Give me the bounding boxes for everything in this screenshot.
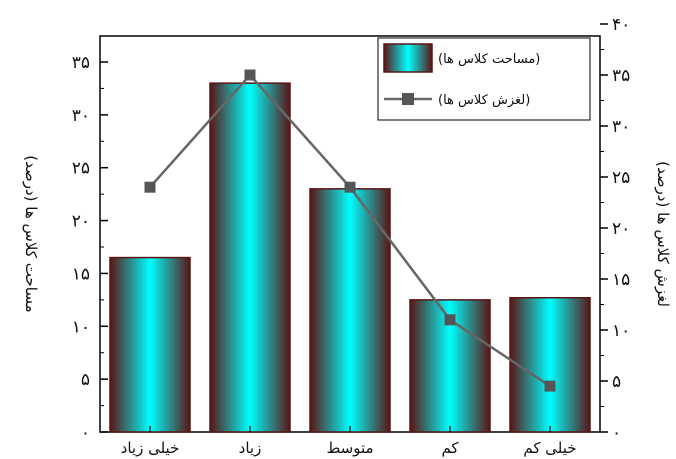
category-label: خیلی کم [523,439,576,457]
y-axis-left-title: مساحت کلاس ها (درصد) [22,155,40,312]
left-tick-label: ۳۰ [72,106,90,126]
right-tick-label: ۰ [612,423,621,443]
right-tick-label: ۴۰ [612,15,630,35]
left-tick-label: ۵ [81,370,90,390]
x-axis-category-labels: خیلی زیاد زیاد متوسط کم خیلی کم [121,426,577,457]
bar [209,82,291,433]
right-tick-label: ۳۰ [612,117,630,137]
right-tick-label: ۲۵ [612,168,630,188]
legend-line-marker [402,93,414,105]
left-axis-ticks: ۰ ۵ ۱۰ ۱۵ ۲۰ ۲۵ ۳۰ ۳۵ [72,53,108,443]
left-tick-label: ۱۰ [72,317,90,337]
left-tick-label: ۳۵ [72,53,90,73]
category-label: کم [441,439,459,457]
left-tick-label: ۲۰ [72,212,90,232]
right-tick-label: ۵ [612,372,621,392]
left-tick-label: ۲۵ [72,159,90,179]
category-label: متوسط [326,439,373,457]
line-series [144,69,556,392]
left-tick-label: ۱۵ [72,264,90,284]
bar [509,296,591,433]
legend-bar-swatch [383,43,433,73]
right-tick-label: ۱۰ [612,321,630,341]
line-point [544,380,556,392]
right-tick-label: ۲۰ [612,219,630,239]
bar [309,188,391,433]
bar-series [109,82,591,433]
line-point [144,181,156,193]
legend-bar-label: (مساحت کلاس ها) [438,52,540,67]
y-axis-right-title: لغزش کلاس ها (درصد) [654,161,672,307]
line-point [344,181,356,193]
category-label: زیاد [239,439,262,457]
right-axis-ticks: ۰ ۵ ۱۰ ۱۵ ۲۰ ۲۵ ۳۰ ۳۵ ۴۰ [600,15,630,443]
line-point [444,314,456,326]
right-tick-label: ۳۵ [612,66,630,86]
category-label: خیلی زیاد [121,439,180,457]
legend-line-label: (لغزش کلاس ها) [438,93,530,108]
line-point [244,69,256,81]
left-tick-label: ۰ [81,423,90,443]
bar [109,256,191,433]
right-tick-label: ۱۵ [612,270,630,290]
legend: (مساحت کلاس ها) (لغزش کلاس ها) [377,37,591,121]
